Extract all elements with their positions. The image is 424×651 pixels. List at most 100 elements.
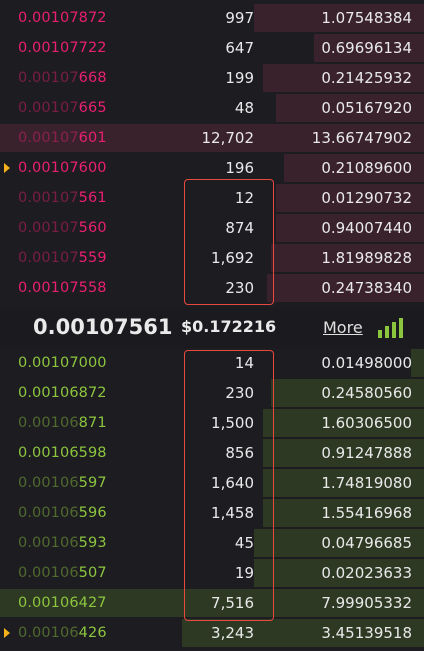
bid-price-digits: 596 — [78, 505, 107, 521]
ask-amount: 1,692 — [211, 249, 254, 267]
bid-depth-bar — [411, 349, 424, 377]
bid-total: 0.91247888 — [321, 444, 412, 462]
ask-price-digits: 668 — [78, 70, 107, 86]
bid-amount: 7,516 — [211, 594, 254, 612]
ask-price: 0.00107561 — [18, 190, 107, 206]
ask-row[interactable]: 0.00107872 997 1.07548384 — [0, 3, 424, 33]
ask-price-digits: 601 — [78, 130, 107, 146]
bid-amount: 856 — [225, 444, 254, 462]
bid-amount: 3,243 — [211, 624, 254, 642]
bid-price-digits: 0.00106872 — [18, 385, 107, 401]
ask-total: 0.01290732 — [321, 189, 412, 207]
ask-row[interactable]: 0.00107561 12 0.01290732 — [0, 183, 424, 213]
bid-depth-bar — [263, 469, 424, 497]
ask-price-prefix: 0.00107 — [18, 130, 79, 146]
bid-row[interactable]: 0.00106598 856 0.91247888 — [0, 438, 424, 468]
ask-price-digits: 560 — [78, 220, 107, 236]
bid-amount: 45 — [234, 534, 254, 552]
ask-depth-bar — [0, 124, 424, 152]
bid-depth-bar — [254, 529, 424, 557]
bid-price: 0.00106426 — [18, 625, 107, 641]
bid-price-prefix: 0.00106 — [18, 535, 79, 551]
bid-price: 0.00106598 — [18, 445, 107, 461]
bid-amount: 230 — [225, 384, 254, 402]
bid-total: 0.04796685 — [321, 534, 412, 552]
ask-price-digits: 665 — [78, 100, 107, 116]
last-price: 0.00107561 — [33, 315, 173, 339]
ask-total: 0.21089600 — [321, 159, 412, 177]
ask-row[interactable]: 0.00107722 647 0.69696134 — [0, 33, 424, 63]
ask-price-prefix: 0.00107 — [18, 100, 79, 116]
ask-row[interactable]: 0.00107668 199 0.21425932 — [0, 63, 424, 93]
ask-row[interactable]: 0.00107559 1,692 1.81989828 — [0, 243, 424, 273]
ask-depth-bar — [263, 64, 424, 92]
bid-total: 1.60306500 — [321, 414, 412, 432]
bid-depth-bar — [0, 589, 424, 617]
ask-row[interactable]: 0.00107600 196 0.21089600 — [0, 153, 424, 183]
bid-price-digits: 426 — [78, 625, 107, 641]
ask-row[interactable]: 0.00107665 48 0.05167920 — [0, 93, 424, 123]
bid-row[interactable]: 0.00106597 1,640 1.74819080 — [0, 468, 424, 498]
ask-price: 0.00107560 — [18, 220, 107, 236]
bid-price-digits: 507 — [78, 565, 107, 581]
bid-price: 0.00106871 — [18, 415, 107, 431]
ask-price-digits: 0.00107600 — [18, 160, 107, 176]
ask-amount: 12,702 — [201, 129, 255, 147]
bid-price-digits: 871 — [78, 415, 107, 431]
ask-price-digits: 559 — [78, 250, 107, 266]
ask-amount: 997 — [225, 9, 254, 27]
bid-amount: 1,458 — [211, 504, 254, 522]
bid-amount: 19 — [234, 564, 254, 582]
bid-row[interactable]: 0.00106596 1,458 1.55416968 — [0, 498, 424, 528]
bid-row[interactable]: 0.00106872 230 0.24580560 — [0, 378, 424, 408]
bid-price-digits: 593 — [78, 535, 107, 551]
bid-row[interactable]: 0.00107000 14 0.01498000 — [0, 348, 424, 378]
ask-amount: 196 — [225, 159, 254, 177]
bid-price-digits: 0.00106427 — [18, 595, 107, 611]
last-price-usd: $0.172216 — [181, 317, 277, 336]
ask-row[interactable]: 0.00107601 12,702 13.66747902 — [0, 123, 424, 153]
more-link[interactable]: More — [323, 318, 363, 337]
bid-price-prefix: 0.00106 — [18, 475, 79, 491]
bid-row[interactable]: 0.00106593 45 0.04796685 — [0, 528, 424, 558]
bid-amount: 1,500 — [211, 414, 254, 432]
ask-price-prefix: 0.00107 — [18, 70, 79, 86]
ask-row[interactable]: 0.00107558 230 0.24738340 — [0, 273, 424, 303]
bid-row[interactable]: 0.00106871 1,500 1.60306500 — [0, 408, 424, 438]
bid-price-prefix: 0.00106 — [18, 565, 79, 581]
bid-total: 1.55416968 — [321, 504, 412, 522]
bid-price-digits: 0.00106598 — [18, 445, 107, 461]
ask-depth-bar — [254, 4, 424, 32]
bid-depth-bar — [182, 619, 424, 647]
ask-price: 0.00107559 — [18, 250, 107, 266]
ask-total: 0.05167920 — [321, 99, 412, 117]
bid-depth-bar — [254, 559, 424, 587]
ask-row[interactable]: 0.00107560 874 0.94007440 — [0, 213, 424, 243]
bid-total: 0.01498000 — [321, 354, 412, 372]
bid-total: 7.99905332 — [321, 594, 412, 612]
signal-bars-icon — [378, 318, 408, 338]
ask-depth-bar — [271, 244, 424, 272]
bid-price-prefix: 0.00106 — [18, 505, 79, 521]
ask-total: 0.24738340 — [321, 279, 412, 297]
bid-depth-bar — [271, 379, 424, 407]
bid-price-prefix: 0.00106 — [18, 625, 79, 641]
ask-depth-bar — [276, 94, 424, 122]
bid-row[interactable]: 0.00106507 19 0.02023633 — [0, 558, 424, 588]
ask-price-digits: 561 — [78, 190, 107, 206]
ask-amount: 647 — [225, 39, 254, 57]
bid-price: 0.00106596 — [18, 505, 107, 521]
bid-price: 0.00106872 — [18, 385, 107, 401]
ask-amount: 199 — [225, 69, 254, 87]
bid-row[interactable]: 0.00106427 7,516 7.99905332 — [0, 588, 424, 618]
bid-row[interactable]: 0.00106426 3,243 3.45139518 — [0, 618, 424, 648]
mid-price-bar: 0.00107561 $0.172216 More — [0, 308, 424, 348]
ask-depth-bar — [276, 214, 424, 242]
ask-price: 0.00107600 — [18, 160, 107, 176]
ask-amount: 12 — [234, 189, 254, 207]
bid-price-digits: 0.00107000 — [18, 355, 107, 371]
ask-depth-bar — [284, 154, 424, 182]
bid-price: 0.00106427 — [18, 595, 107, 611]
ask-amount: 874 — [225, 219, 254, 237]
bid-price: 0.00106507 — [18, 565, 107, 581]
